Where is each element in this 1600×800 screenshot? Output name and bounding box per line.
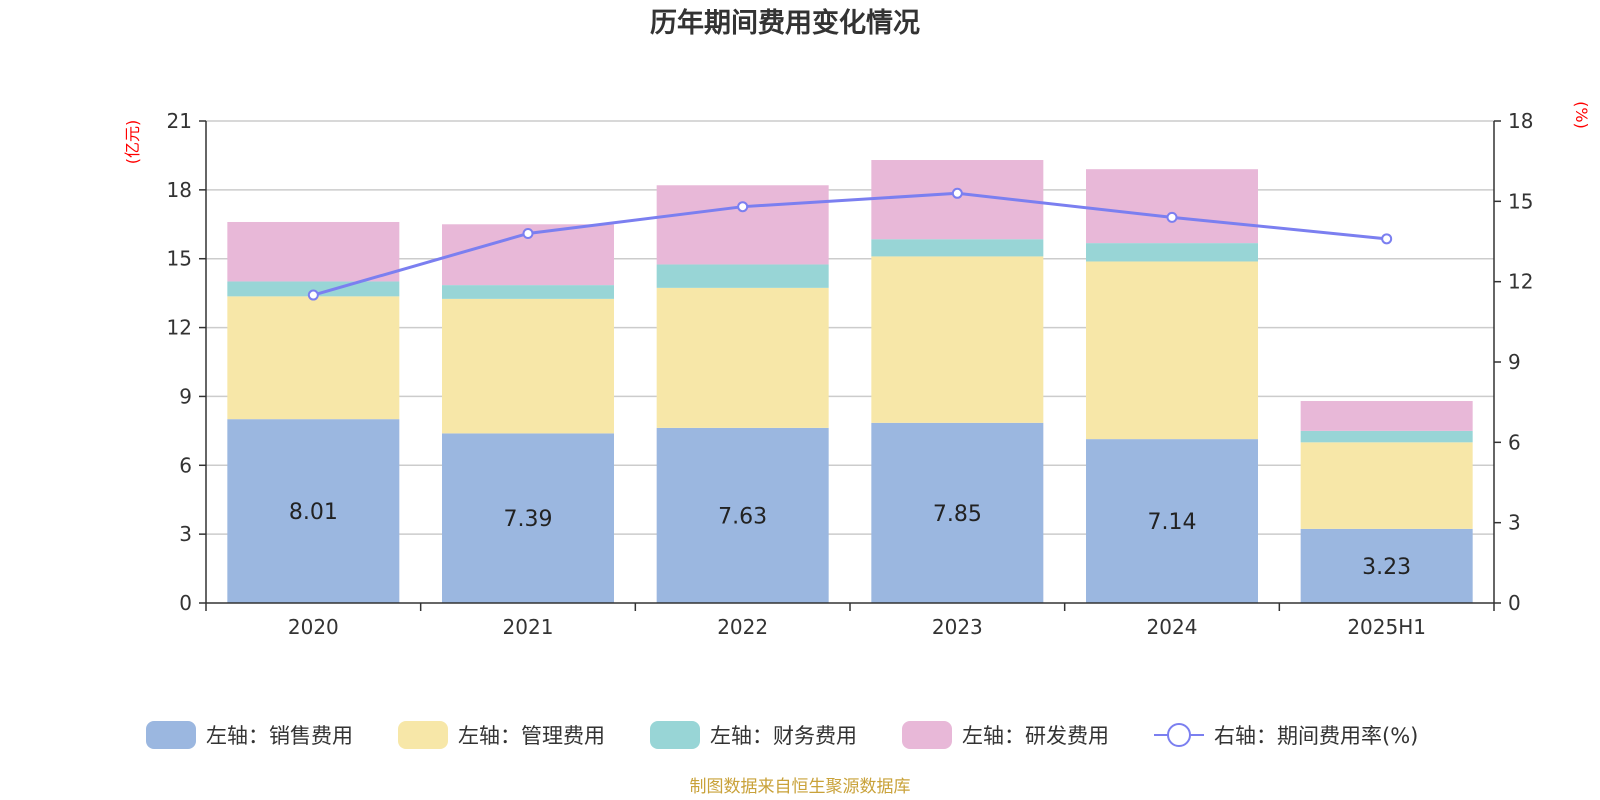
legend: 左轴：销售费用 左轴：管理费用 左轴：财务费用 左轴：研发费用 右轴：期间费用率(%)	[146, 721, 1418, 749]
x-axis-tick-label: 2024	[1147, 615, 1198, 639]
left-axis-tick-label: 6	[179, 453, 192, 477]
left-axis-tick-label: 21	[167, 109, 192, 133]
right-axis-tick-label: 18	[1508, 109, 1533, 133]
bar-segment	[656, 185, 829, 265]
rate-point	[307, 289, 319, 301]
bar-segment	[1086, 439, 1258, 603]
bar-segment	[227, 419, 400, 603]
rate-point	[951, 187, 963, 199]
left-axis-tick-label: 9	[179, 384, 192, 408]
legend-label: 左轴：管理费用	[458, 724, 605, 748]
rate-line-series	[307, 187, 1393, 301]
bar-segment	[442, 298, 614, 434]
bar-data-label: 7.39	[504, 507, 553, 532]
x-axis-tick-label: 2022	[717, 615, 768, 639]
left-axis-tick-label: 3	[179, 522, 192, 546]
right-axis-tick-label: 6	[1508, 430, 1521, 454]
x-axis-tick-label: 2025H1	[1347, 615, 1426, 639]
legend-line-marker	[1167, 723, 1191, 747]
chart-title: 历年期间费用变化情况	[650, 7, 920, 39]
legend-label: 左轴：销售费用	[206, 724, 353, 748]
bar-segment	[871, 256, 1044, 423]
bar-segment	[656, 287, 829, 428]
bar-segment	[656, 427, 829, 603]
legend-swatch	[902, 721, 952, 749]
rate-point	[522, 227, 534, 239]
rate-line	[312, 191, 1387, 297]
bar-segment	[1300, 401, 1473, 431]
bar-series: 8.01 7.39 7.63 7.85 7.14 3.23	[227, 160, 1473, 603]
left-axis-tick-label: 15	[167, 247, 192, 271]
bar-data-label: 7.14	[1148, 510, 1197, 535]
x-axis-tick-label: 2020	[288, 615, 339, 639]
bar-segment	[1086, 261, 1258, 440]
right-axis-tick-label: 3	[1508, 511, 1521, 535]
bar-segment	[1300, 430, 1473, 443]
bar-segment	[227, 296, 400, 420]
bar-data-label: 8.01	[289, 500, 338, 525]
legend-swatch	[650, 721, 700, 749]
bar-segment	[1300, 442, 1473, 529]
right-axis-tick-label: 0	[1508, 591, 1521, 615]
legend-label: 左轴：财务费用	[710, 724, 857, 748]
legend-swatch	[146, 721, 196, 749]
legend-label: 右轴：期间费用率(%)	[1214, 724, 1418, 748]
gridlines	[206, 120, 1494, 535]
bar-segment	[871, 422, 1044, 603]
bar-segment	[1086, 243, 1258, 262]
left-axis-tick-label: 18	[167, 178, 192, 202]
legend-swatch	[398, 721, 448, 749]
rate-point	[737, 201, 749, 213]
bar-segment	[227, 221, 400, 282]
bar-data-label: 7.85	[933, 502, 982, 527]
right-axis-tick-label: 15	[1508, 189, 1533, 213]
bar-segment	[227, 281, 400, 297]
right-axis-unit: (%)	[1572, 101, 1591, 129]
bar-data-label: 7.63	[718, 504, 767, 529]
right-axis-tick-label: 12	[1508, 270, 1533, 294]
rate-point	[1381, 233, 1393, 245]
bar-segment	[1300, 528, 1473, 603]
bar-segment	[1086, 169, 1258, 244]
right-axis-tick-label: 9	[1508, 350, 1521, 374]
axes: 0 3 6 9 12 15 18 21 0 3 6 9 12 15 18 2020 2021 2022 2023 20…	[167, 109, 1534, 639]
left-axis-tick-label: 0	[179, 591, 192, 615]
x-axis-tick-label: 2021	[503, 615, 554, 639]
rate-point	[1166, 211, 1178, 223]
data-source-note: 制图数据来自恒生聚源数据库	[690, 777, 911, 797]
bar-segment	[442, 285, 614, 299]
bar-segment	[656, 264, 829, 288]
bar-segment	[871, 239, 1044, 257]
bar-data-label: 3.23	[1362, 555, 1411, 580]
bar-segment	[442, 433, 614, 603]
left-axis-tick-label: 12	[167, 316, 192, 340]
legend-label: 左轴：研发费用	[962, 724, 1109, 748]
left-axis-unit: (亿元)	[123, 120, 142, 165]
x-axis-tick-label: 2023	[932, 615, 983, 639]
